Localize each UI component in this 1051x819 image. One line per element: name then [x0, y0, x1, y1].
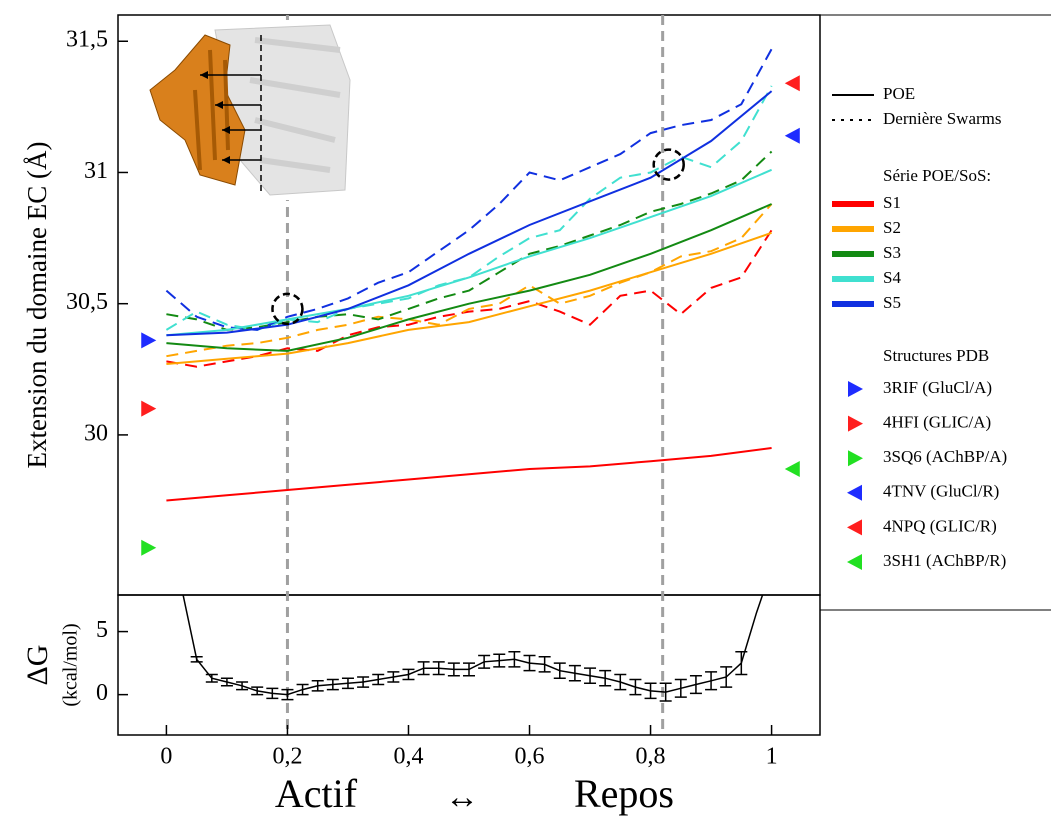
error-bar [463, 662, 475, 677]
swarm-line [165, 85, 773, 331]
error-bar [478, 654, 491, 669]
legend-label: 4TNV (GluCl/R) [883, 482, 999, 501]
legend-label: S1 [883, 193, 901, 212]
poe-line [166, 90, 773, 337]
error-bar [387, 671, 400, 683]
x-tick-label: 0,4 [393, 744, 423, 770]
error-bar [447, 662, 460, 677]
error-bar [372, 673, 385, 686]
legend-label: 3SH1 (AChBP/R) [883, 551, 1006, 570]
legend-label: 4NPQ (GLIC/R) [883, 516, 997, 535]
highlight-circle [271, 292, 304, 326]
error-bar [644, 682, 657, 700]
y-axis-unit: (kcal/mol) [60, 623, 82, 706]
x-axis-title: ↔ [445, 779, 479, 816]
error-bar [432, 661, 445, 676]
error-bar [659, 682, 672, 702]
error-bar [190, 656, 203, 663]
error-bar [599, 669, 612, 687]
error-bar [205, 673, 218, 683]
bottom-frame [117, 594, 821, 736]
y-tick-label: 31 [84, 158, 108, 184]
x-tick-label: 0,2 [272, 744, 302, 770]
poe-line [166, 231, 772, 365]
x-tick-label: 0,6 [515, 744, 545, 770]
error-bar [402, 668, 415, 681]
y-tick-label: 0 [96, 680, 108, 706]
error-bar [674, 678, 687, 698]
structure-marker [141, 332, 157, 349]
error-bar [720, 666, 733, 688]
x-axis-title: Actif [275, 771, 358, 816]
legend-marker [847, 554, 862, 570]
structure-marker [141, 400, 157, 417]
legend-label: 4HFI (GLIC/A) [883, 413, 991, 432]
error-bar [341, 677, 354, 690]
swarm-line [165, 48, 773, 331]
legend-label: S3 [883, 243, 901, 262]
poe-line [166, 447, 772, 502]
error-bar [311, 680, 324, 692]
y-tick-label: 30 [84, 420, 108, 446]
error-bar [523, 654, 536, 672]
legend-heading: Série POE/SoS: [883, 166, 991, 185]
error-bar [417, 661, 430, 676]
y-axis-title: ΔG [21, 645, 54, 686]
legend-marker [848, 415, 863, 432]
y-tick-label: 30,5 [66, 289, 108, 315]
structure-marker [784, 127, 800, 144]
error-bar [614, 673, 627, 691]
legend-marker [848, 450, 863, 467]
legend-label: 3SQ6 (AChBP/A) [883, 447, 1007, 466]
error-bar [236, 681, 249, 691]
structure-marker [784, 75, 800, 92]
y-tick-label: 5 [96, 617, 108, 643]
error-bar [251, 686, 264, 696]
error-bar [568, 664, 581, 682]
structure-marker [141, 539, 157, 556]
error-bar [584, 667, 597, 685]
y-axis-title: Extension du domaine EC (Å) [22, 142, 52, 469]
inset-structure [149, 20, 351, 200]
error-bar [705, 671, 718, 691]
error-bar [266, 687, 279, 700]
x-tick-label: 0,8 [636, 744, 666, 770]
error-bar [689, 674, 702, 695]
error-bar [553, 662, 566, 679]
y-tick-label: 31,5 [66, 27, 108, 53]
error-bar [281, 688, 294, 701]
x-tick-label: 0 [160, 744, 172, 770]
legend-label: 3RIF (GluCl/A) [883, 378, 992, 397]
legend-marker [847, 519, 862, 536]
error-bar [538, 656, 551, 673]
legend-label: Dernière Swarms [883, 109, 1002, 128]
structure-marker [784, 461, 800, 478]
legend-label: S4 [883, 268, 901, 287]
error-bar [357, 676, 370, 688]
poe-line [166, 203, 772, 352]
error-bar [296, 683, 309, 696]
legend-label: POE [883, 84, 915, 103]
legend-heading: Structures PDB [883, 346, 989, 365]
poe-line [166, 168, 772, 337]
legend-label: S2 [883, 218, 901, 237]
swarm-line [166, 150, 773, 331]
legend-marker [848, 381, 863, 397]
error-bar [508, 651, 521, 668]
free-energy-line [182, 595, 764, 696]
x-tick-label: 1 [766, 744, 778, 770]
error-bar [493, 653, 506, 668]
legend-marker [847, 484, 862, 501]
error-bar [220, 677, 233, 687]
swarm-line [166, 229, 773, 368]
swarm-line [166, 203, 773, 358]
error-bar [326, 678, 339, 691]
error-bar [735, 651, 748, 676]
legend-label: S5 [883, 293, 901, 312]
highlight-circle [652, 148, 685, 181]
error-bar [629, 678, 642, 696]
x-axis-title: Repos [574, 771, 674, 816]
